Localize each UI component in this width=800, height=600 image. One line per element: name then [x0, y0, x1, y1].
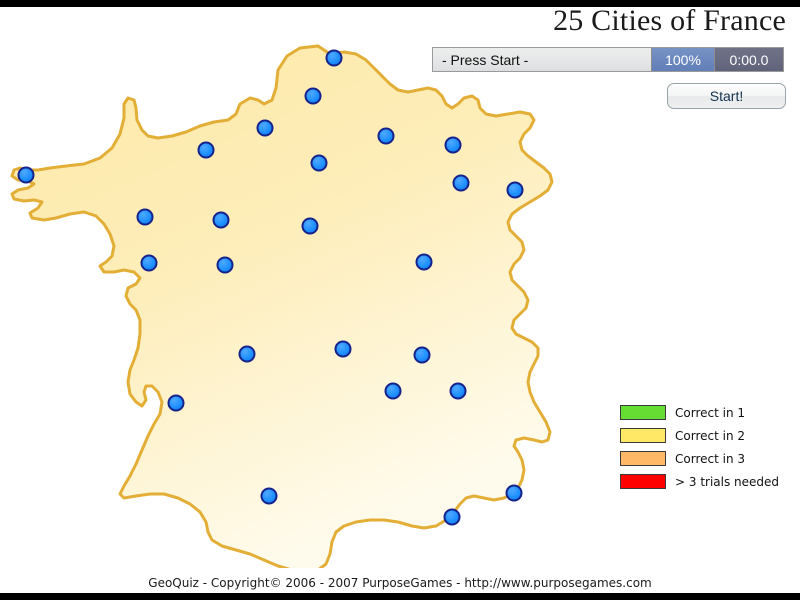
start-button[interactable]: Start! [667, 83, 786, 109]
legend: Correct in 1 Correct in 2 Correct in 3 > 3 … [620, 401, 795, 493]
status-percent: 100% [651, 48, 714, 71]
bottom-black-bar [0, 593, 800, 600]
top-black-bar [0, 0, 800, 7]
legend-swatch-3 [620, 451, 666, 466]
city-marker-6[interactable] [444, 136, 462, 154]
city-marker-21[interactable] [449, 382, 467, 400]
footer-credit: GeoQuiz - Copyright© 2006 - 2007 Purpose… [148, 576, 652, 590]
legend-swatch-2 [620, 428, 666, 443]
city-marker-2[interactable] [304, 87, 322, 105]
legend-row-4: > 3 trials needed [620, 470, 795, 493]
legend-row-3: Correct in 3 [620, 447, 795, 470]
map-container[interactable] [0, 8, 600, 568]
city-marker-4[interactable] [197, 141, 215, 159]
city-marker-3[interactable] [256, 119, 274, 137]
city-marker-9[interactable] [506, 181, 524, 199]
city-marker-16[interactable] [415, 253, 433, 271]
page-title: 25 Cities of France [553, 4, 786, 37]
legend-label-3: Correct in 3 [675, 451, 746, 466]
france-map[interactable] [0, 8, 600, 568]
status-message: - Press Start - [433, 48, 651, 71]
status-timer: 0:00.0 [714, 48, 783, 71]
legend-swatch-1 [620, 405, 666, 420]
legend-row-1: Correct in 1 [620, 401, 795, 424]
city-marker-5[interactable] [377, 127, 395, 145]
city-marker-23[interactable] [260, 487, 278, 505]
city-marker-18[interactable] [334, 340, 352, 358]
city-marker-17[interactable] [238, 345, 256, 363]
city-marker-20[interactable] [384, 382, 402, 400]
legend-label-1: Correct in 1 [675, 405, 746, 420]
city-marker-1[interactable] [325, 49, 343, 67]
city-marker-19[interactable] [413, 346, 431, 364]
france-outline-path [10, 44, 554, 568]
city-marker-8[interactable] [452, 174, 470, 192]
legend-row-2: Correct in 2 [620, 424, 795, 447]
status-bar: - Press Start - 100% 0:00.0 [432, 47, 784, 72]
city-marker-11[interactable] [136, 208, 154, 226]
legend-swatch-4 [620, 474, 666, 489]
city-marker-25[interactable] [505, 484, 523, 502]
legend-label-2: Correct in 2 [675, 428, 746, 443]
city-marker-10[interactable] [17, 166, 35, 184]
city-marker-group[interactable] [17, 49, 524, 526]
city-marker-22[interactable] [167, 394, 185, 412]
city-marker-24[interactable] [443, 508, 461, 526]
city-marker-12[interactable] [212, 211, 230, 229]
city-marker-13[interactable] [301, 217, 319, 235]
city-marker-15[interactable] [216, 256, 234, 274]
city-marker-7[interactable] [310, 154, 328, 172]
city-marker-14[interactable] [140, 254, 158, 272]
legend-label-4: > 3 trials needed [675, 474, 780, 489]
